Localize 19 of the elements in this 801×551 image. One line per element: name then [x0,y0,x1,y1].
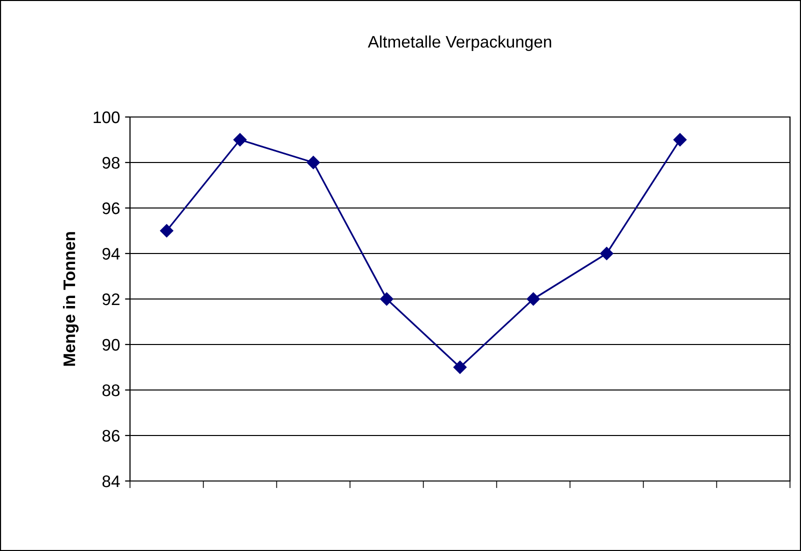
point [306,156,320,170]
y-tick-label: 92 [102,293,120,306]
y-axis-title: Menge in Tonnen [62,232,79,366]
y-tick-label: 88 [102,384,120,396]
point [160,224,174,238]
y-tick-label: 100 [94,111,120,124]
y-tick-label: 96 [102,202,120,214]
point [233,133,247,146]
y-tick-label: 90 [102,338,120,351]
chart-title: Altmetalle Verpackungen [368,35,552,52]
point [380,292,394,306]
y-tick-label: 98 [102,156,120,169]
point [600,246,614,260]
point [673,133,687,146]
point [526,292,540,306]
y-tick-label: 86 [102,430,120,442]
point [453,360,467,374]
y-tick-label: 84 [102,475,120,488]
y-tick-label: 94 [102,248,120,260]
